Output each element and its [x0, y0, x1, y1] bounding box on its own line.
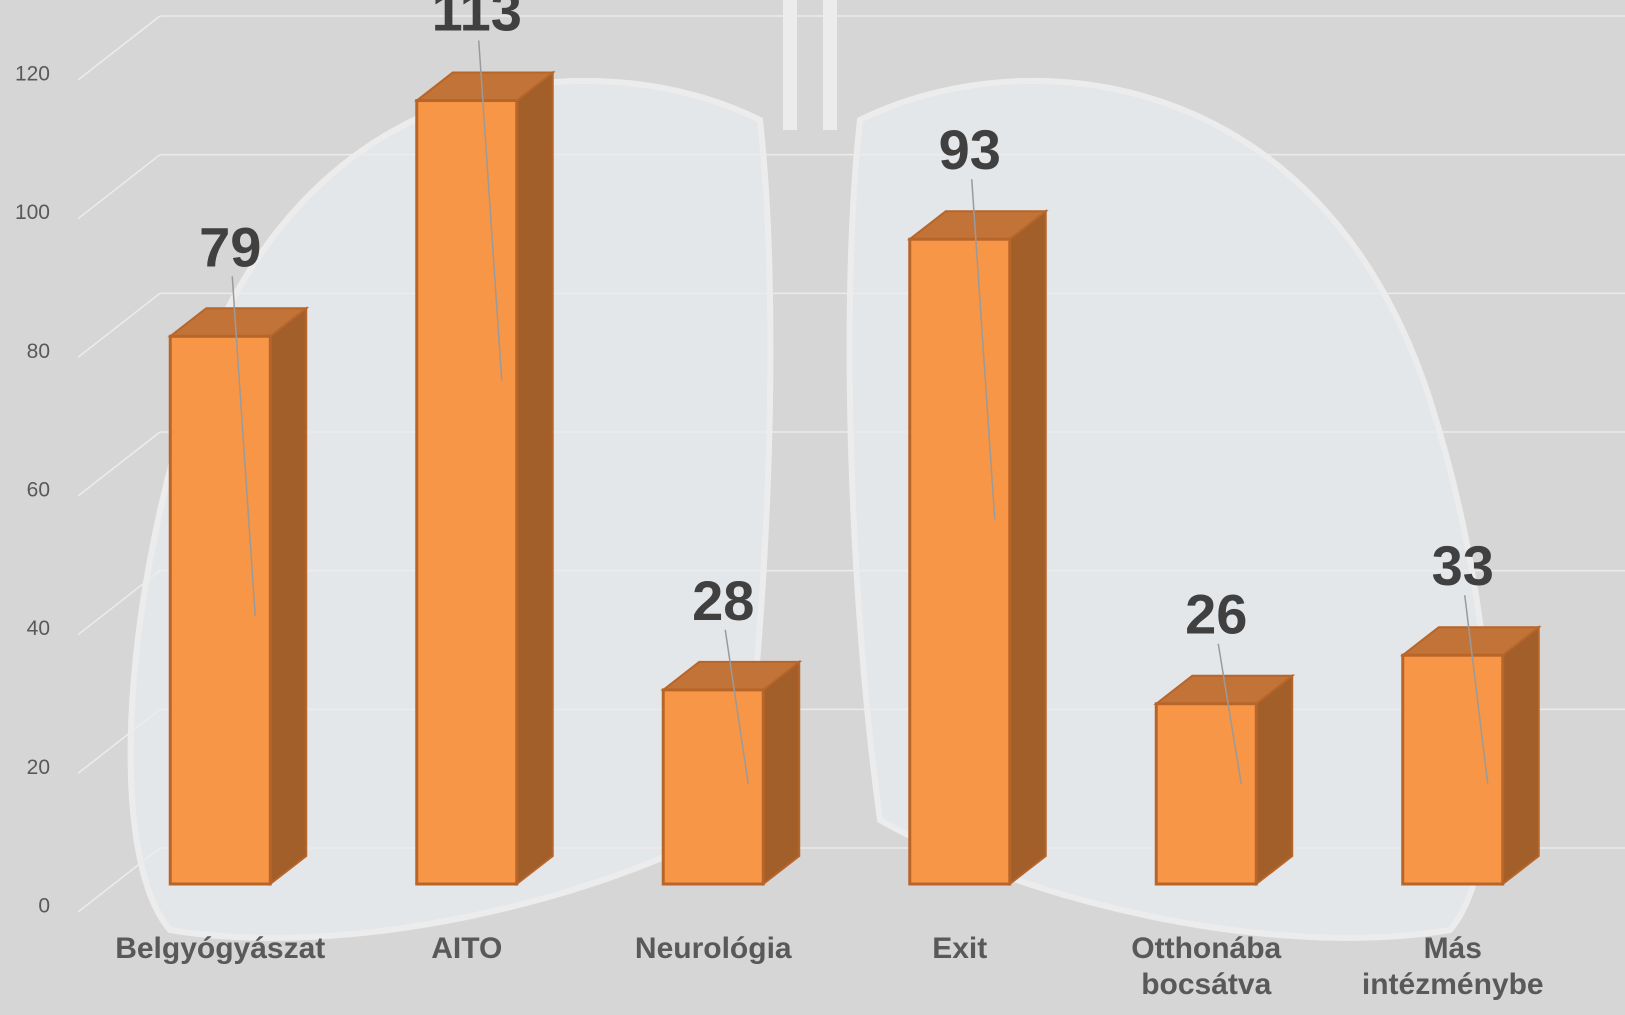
y-tick-label: 60 — [27, 479, 50, 502]
y-tick-label: 0 — [38, 895, 50, 918]
bar-side — [1256, 676, 1292, 884]
value-label: 26 — [1185, 583, 1247, 646]
chart: 0 20 40 60 80 100 120 79 113 28 93 26 33 — [0, 0, 1625, 1015]
bar-front — [663, 690, 763, 884]
grid-line — [78, 16, 160, 80]
bar-side — [517, 73, 553, 884]
x-tick-label: Belgyógyászat — [100, 931, 340, 967]
value-label: 79 — [199, 215, 261, 278]
x-tick-label: Neurológia — [593, 931, 833, 967]
bar-front — [417, 101, 517, 884]
bar — [170, 308, 306, 884]
value-label: 93 — [939, 118, 1001, 181]
y-tick-label: 40 — [27, 617, 50, 640]
bar-front — [1156, 704, 1256, 884]
bar — [663, 662, 799, 884]
bar — [1403, 627, 1539, 884]
y-tick-label: 80 — [27, 340, 50, 363]
bar — [417, 73, 553, 884]
value-label: 113 — [432, 0, 522, 43]
value-label: 28 — [692, 569, 754, 632]
bar-front — [1403, 655, 1503, 884]
value-label: 33 — [1432, 534, 1494, 597]
grid-line — [78, 432, 160, 496]
x-tick-label: Otthonába bocsátva — [1086, 931, 1326, 1003]
bar-front — [910, 239, 1010, 884]
bar-side — [1503, 627, 1539, 884]
grid-line — [78, 155, 160, 219]
bar-side — [270, 308, 306, 884]
grid-line — [78, 293, 160, 357]
x-tick-label: AITO — [347, 931, 587, 967]
bar-side — [763, 662, 799, 884]
bar-side — [1010, 211, 1046, 884]
y-tick-label: 120 — [15, 63, 50, 86]
bar — [910, 211, 1046, 884]
y-tick-label: 20 — [27, 756, 50, 779]
chart-page: 0 20 40 60 80 100 120 79 113 28 93 26 33 Belgyógyász… — [0, 0, 1625, 1015]
x-tick-label: Más intézménybe — [1333, 931, 1573, 1003]
bar — [1156, 676, 1292, 884]
x-tick-label: Exit — [840, 931, 1080, 967]
y-tick-label: 100 — [15, 201, 50, 224]
